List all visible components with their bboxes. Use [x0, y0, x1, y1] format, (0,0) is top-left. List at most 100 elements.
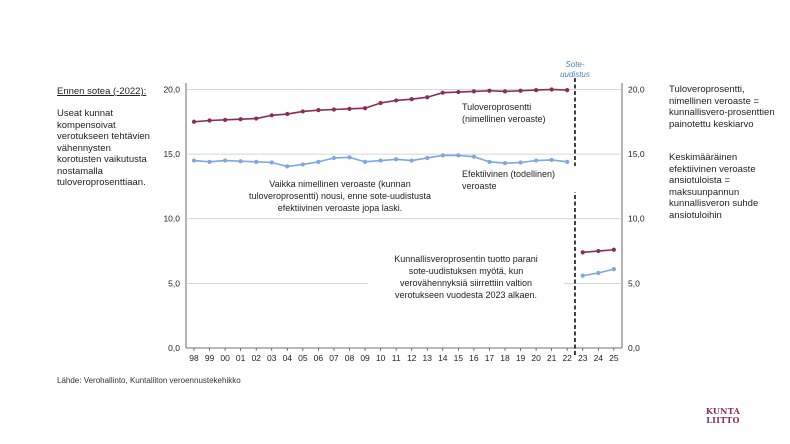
effective-point: [316, 159, 321, 164]
x-tick-label: 13: [423, 353, 433, 363]
nominal-point: [596, 248, 601, 254]
effective-point: [456, 153, 461, 158]
x-tick-label: 19: [516, 353, 526, 363]
nominal-point: [300, 109, 305, 114]
nominal-point: [565, 88, 570, 93]
x-tick-label: 22: [562, 353, 572, 363]
nominal-point: [549, 87, 554, 92]
right-panel-effective-definition: Keskimääräinen efektiivinen veroaste ans…: [669, 152, 759, 221]
x-tick-label: 07: [329, 353, 339, 363]
x-tick-label: 23: [578, 353, 588, 363]
effective-point: [596, 270, 601, 276]
y-tick-label-left: 20,0: [163, 84, 180, 94]
nominal-point: [285, 111, 290, 117]
effective-point: [487, 159, 492, 164]
nominal-point: [191, 119, 197, 124]
effective-point: [518, 160, 523, 165]
nominal-point: [425, 95, 430, 100]
x-tick-label: 04: [283, 353, 293, 363]
effective-point: [362, 159, 368, 164]
nominal-point: [487, 88, 492, 93]
x-tick-label: 15: [454, 353, 464, 363]
y-tick-label-right: 5,0: [628, 278, 640, 288]
nominal-point: [394, 98, 399, 103]
x-tick-label: 16: [469, 353, 479, 363]
nominal-point: [331, 107, 337, 112]
effective-point: [223, 158, 228, 163]
x-tick-label: 10: [376, 353, 386, 363]
nominal-series-label: (nimellinen veroaste): [462, 114, 546, 124]
effective-point: [580, 273, 585, 278]
nominal-point: [223, 117, 228, 122]
bottom-note-text: verovähennyksiä siirrettiin valtion: [400, 278, 532, 288]
middle-note-text: Vaikka nimellinen veroaste (kunnan: [269, 179, 410, 189]
kuntaliitto-logo: KUNTA LIITTO: [700, 407, 746, 424]
y-tick-label-left: 5,0: [168, 278, 180, 288]
effective-point: [394, 157, 399, 162]
bottom-note-text: sote-uudistuksen myötä, kun: [409, 266, 524, 276]
x-tick-label: 12: [407, 353, 417, 363]
effective-point: [565, 159, 570, 164]
nominal-point: [518, 88, 523, 93]
x-tick-label: 05: [298, 353, 308, 363]
nominal-point: [502, 89, 508, 94]
y-tick-label-left: 0,0: [168, 343, 180, 353]
x-tick-label: 20: [531, 353, 541, 363]
source-note: Lähde: Verohallinto, Kuntaliiton veroenn…: [57, 376, 241, 385]
logo-line-2: LIITTO: [706, 414, 740, 425]
x-tick-label: 02: [251, 353, 261, 363]
bottom-note-text: Kunnallisveroprosentin tuotto parani: [394, 254, 538, 264]
x-tick-label: 03: [267, 353, 277, 363]
y-tick-label-right: 15,0: [628, 149, 645, 159]
left-panel-body: Useat kunnat kompensoivat verotukseen te…: [57, 108, 150, 188]
effective-point: [238, 159, 243, 164]
effective-series-label: veroaste: [462, 181, 497, 191]
nominal-point: [207, 118, 212, 123]
effective-point: [534, 158, 539, 163]
y-tick-label-right: 20,0: [628, 84, 645, 94]
nominal-point: [580, 250, 585, 255]
nominal-point: [254, 116, 259, 121]
nominal-point: [378, 100, 383, 106]
effective-point: [191, 158, 197, 163]
x-tick-label: 17: [485, 353, 495, 363]
effective-point: [207, 159, 212, 164]
x-tick-label: 24: [594, 353, 604, 363]
right-panel-nominal-definition: Tuloveroprosentti, nimellinen veroaste =…: [669, 84, 775, 130]
x-tick-label: 21: [547, 353, 557, 363]
nominal-point: [238, 117, 243, 122]
reform-label-line-2: uudistus: [560, 70, 590, 79]
effective-point: [425, 155, 430, 161]
nominal-point: [534, 88, 539, 93]
middle-note-background: [232, 178, 442, 216]
effective-point: [300, 162, 305, 167]
nominal-point: [347, 106, 352, 111]
effective-point: [285, 164, 290, 169]
x-tick-label: 18: [500, 353, 510, 363]
effective-point: [269, 160, 274, 165]
x-tick-label: 98: [189, 353, 199, 363]
effective-point: [440, 153, 445, 158]
nominal-point: [456, 89, 461, 95]
effective-point: [378, 158, 383, 163]
effective-point: [611, 267, 616, 272]
x-tick-label: 25: [609, 353, 619, 363]
x-tick-label: 14: [438, 353, 448, 363]
x-tick-label: 99: [205, 353, 215, 363]
y-tick-label-right: 10,0: [628, 214, 645, 224]
x-tick-label: 01: [236, 353, 246, 363]
nominal-point: [409, 97, 414, 102]
nominal-point: [316, 108, 321, 113]
effective-point: [347, 155, 352, 160]
nominal-point: [611, 247, 616, 252]
middle-note-text: tuloveroprosentti) nousi, enne sote-uudi…: [249, 191, 431, 201]
nominal-point: [269, 113, 274, 118]
x-tick-label: 09: [360, 353, 370, 363]
x-tick-label: 11: [392, 353, 401, 363]
x-tick-label: 06: [314, 353, 324, 363]
bottom-note-text: verotukseen vuodesta 2023 alkaen.: [395, 290, 537, 300]
nominal-point: [440, 90, 445, 95]
effective-series-label: Efektiivinen (todellinen): [462, 169, 555, 179]
y-tick-label-left: 10,0: [163, 214, 180, 224]
